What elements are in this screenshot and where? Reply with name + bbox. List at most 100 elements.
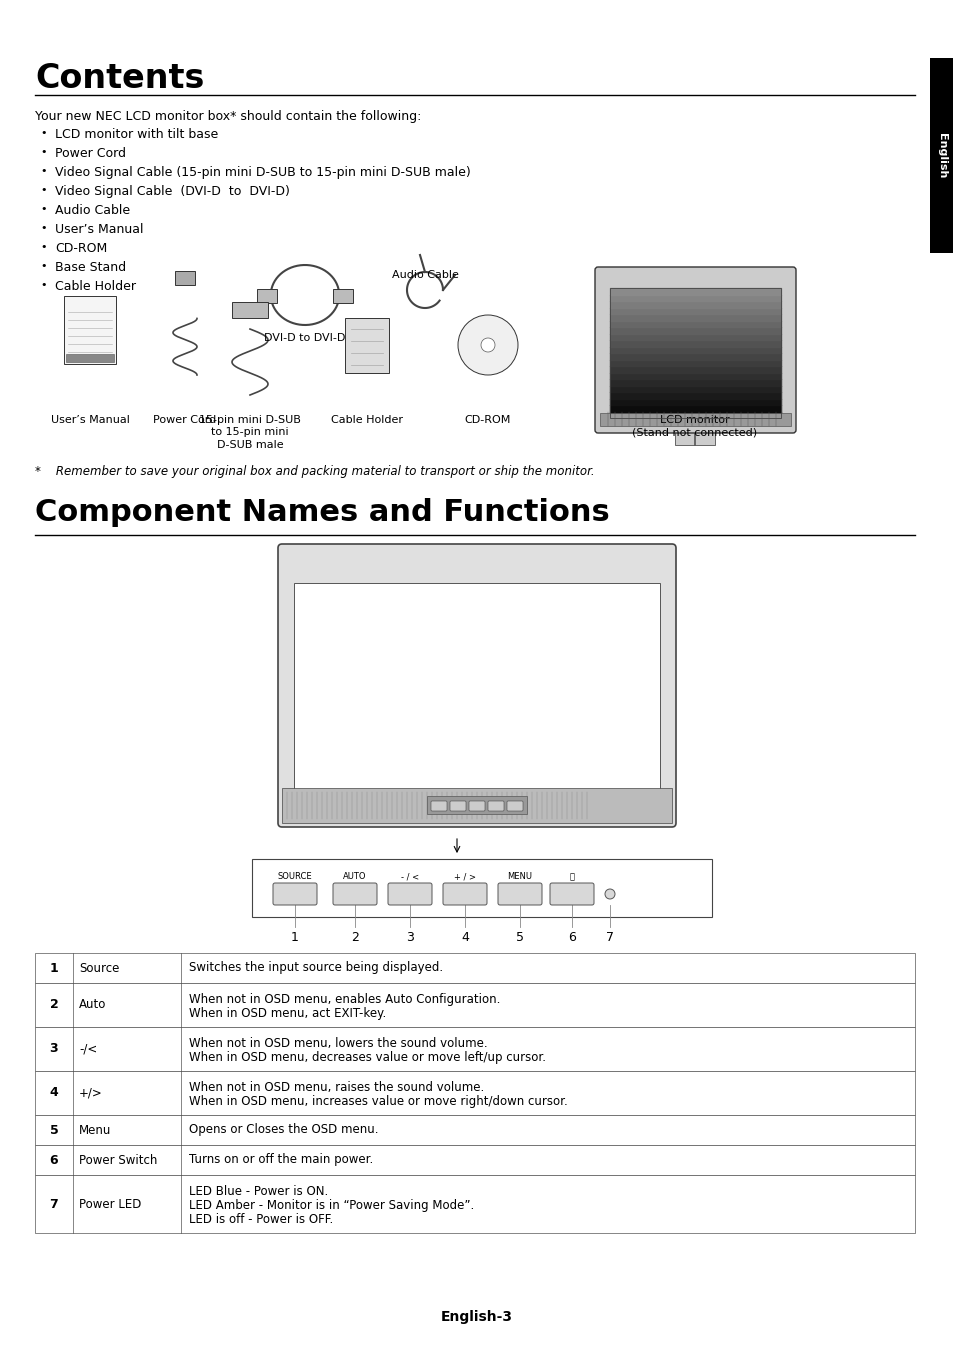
Bar xyxy=(427,796,526,815)
Text: Contents: Contents xyxy=(35,62,204,95)
Text: LED Amber - Monitor is in “Power Saving Mode”.: LED Amber - Monitor is in “Power Saving … xyxy=(189,1198,474,1212)
FancyBboxPatch shape xyxy=(488,801,503,811)
Text: When not in OSD menu, enables Auto Configuration.: When not in OSD menu, enables Auto Confi… xyxy=(189,993,500,1006)
Text: •: • xyxy=(40,204,47,213)
Text: +/>: +/> xyxy=(79,1086,103,1100)
Text: LCD monitor with tilt base: LCD monitor with tilt base xyxy=(55,128,218,141)
Text: CD-ROM: CD-ROM xyxy=(464,415,511,426)
Text: English-3: English-3 xyxy=(440,1310,513,1324)
Text: Audio Cable: Audio Cable xyxy=(391,270,458,280)
FancyBboxPatch shape xyxy=(442,884,486,905)
Text: 15-pin mini D-SUB
to 15-pin mini
D-SUB male: 15-pin mini D-SUB to 15-pin mini D-SUB m… xyxy=(199,415,300,450)
Text: •: • xyxy=(40,147,47,157)
Text: Component Names and Functions: Component Names and Functions xyxy=(35,499,609,527)
Text: 5: 5 xyxy=(50,1124,58,1136)
Text: User’s Manual: User’s Manual xyxy=(51,415,130,426)
Text: 2: 2 xyxy=(351,931,358,944)
Text: 4: 4 xyxy=(50,1086,58,1100)
Bar xyxy=(252,859,711,917)
Text: DVI-D to DVI-D: DVI-D to DVI-D xyxy=(264,332,345,343)
Bar xyxy=(599,413,790,426)
Text: Power LED: Power LED xyxy=(79,1197,141,1210)
Bar xyxy=(35,1115,914,1146)
Bar xyxy=(35,1146,914,1175)
FancyBboxPatch shape xyxy=(469,801,484,811)
Text: + / >: + / > xyxy=(454,871,476,881)
Text: Menu: Menu xyxy=(79,1124,112,1136)
Text: Cable Holder: Cable Holder xyxy=(331,415,402,426)
Text: SOURCE: SOURCE xyxy=(277,871,312,881)
FancyBboxPatch shape xyxy=(450,801,465,811)
Text: 6: 6 xyxy=(50,1154,58,1166)
Text: Power Cord: Power Cord xyxy=(153,415,216,426)
Text: When in OSD menu, decreases value or move left/up cursor.: When in OSD menu, decreases value or mov… xyxy=(189,1051,545,1065)
Text: •: • xyxy=(40,166,47,176)
Bar xyxy=(35,1175,914,1233)
Bar xyxy=(66,354,113,362)
FancyBboxPatch shape xyxy=(431,801,447,811)
Text: When not in OSD menu, raises the sound volume.: When not in OSD menu, raises the sound v… xyxy=(189,1081,484,1094)
Text: 7: 7 xyxy=(605,931,614,944)
Bar xyxy=(64,296,116,363)
Text: AUTO: AUTO xyxy=(343,871,366,881)
Bar xyxy=(35,1071,914,1115)
Bar xyxy=(232,303,268,317)
Text: 5: 5 xyxy=(516,931,523,944)
Text: When in OSD menu, act EXIT-key.: When in OSD menu, act EXIT-key. xyxy=(189,1006,386,1020)
Text: -/<: -/< xyxy=(79,1043,97,1055)
Bar xyxy=(256,289,276,303)
Text: 4: 4 xyxy=(460,931,469,944)
FancyBboxPatch shape xyxy=(550,884,594,905)
Circle shape xyxy=(604,889,615,898)
Bar xyxy=(929,58,953,253)
Bar xyxy=(675,430,714,444)
Text: 3: 3 xyxy=(50,1043,58,1055)
Bar xyxy=(294,584,659,811)
Text: Switches the input source being displayed.: Switches the input source being displaye… xyxy=(189,962,442,974)
Text: Video Signal Cable  (DVI-D  to  DVI-D): Video Signal Cable (DVI-D to DVI-D) xyxy=(55,185,290,199)
Text: 1: 1 xyxy=(50,962,58,974)
Text: Cable Holder: Cable Holder xyxy=(55,280,136,293)
Text: Auto: Auto xyxy=(79,998,107,1012)
Text: Base Stand: Base Stand xyxy=(55,261,126,274)
Text: •: • xyxy=(40,280,47,290)
Text: •: • xyxy=(40,261,47,272)
Text: CD-ROM: CD-ROM xyxy=(55,242,107,255)
Text: LCD monitor
(Stand not connected): LCD monitor (Stand not connected) xyxy=(632,415,757,438)
Bar xyxy=(282,788,671,823)
Text: Your new NEC LCD monitor box* should contain the following:: Your new NEC LCD monitor box* should con… xyxy=(35,109,421,123)
Text: •: • xyxy=(40,223,47,232)
Text: 3: 3 xyxy=(406,931,414,944)
Text: When in OSD menu, increases value or move right/down cursor.: When in OSD menu, increases value or mov… xyxy=(189,1096,567,1108)
Bar xyxy=(35,952,914,984)
Text: Video Signal Cable (15-pin mini D-SUB to 15-pin mini D-SUB male): Video Signal Cable (15-pin mini D-SUB to… xyxy=(55,166,470,178)
FancyBboxPatch shape xyxy=(497,884,541,905)
Text: •: • xyxy=(40,128,47,138)
FancyBboxPatch shape xyxy=(273,884,316,905)
Bar xyxy=(609,288,781,417)
Text: Power Switch: Power Switch xyxy=(79,1154,157,1166)
Text: English: English xyxy=(936,132,946,178)
Circle shape xyxy=(480,338,495,353)
Text: - / <: - / < xyxy=(400,871,418,881)
Text: •: • xyxy=(40,242,47,253)
Text: LED is off - Power is OFF.: LED is off - Power is OFF. xyxy=(189,1213,333,1225)
Bar xyxy=(35,984,914,1027)
Text: MENU: MENU xyxy=(507,871,532,881)
Bar xyxy=(345,317,389,373)
Text: Power Cord: Power Cord xyxy=(55,147,126,159)
Text: •: • xyxy=(40,185,47,195)
Text: Opens or Closes the OSD menu.: Opens or Closes the OSD menu. xyxy=(189,1124,378,1136)
FancyBboxPatch shape xyxy=(595,267,795,434)
Text: 7: 7 xyxy=(50,1197,58,1210)
Text: When not in OSD menu, lowers the sound volume.: When not in OSD menu, lowers the sound v… xyxy=(189,1038,487,1050)
Text: 1: 1 xyxy=(291,931,298,944)
Text: 6: 6 xyxy=(567,931,576,944)
Text: User’s Manual: User’s Manual xyxy=(55,223,143,236)
FancyBboxPatch shape xyxy=(333,884,376,905)
Bar xyxy=(35,1027,914,1071)
Text: Source: Source xyxy=(79,962,119,974)
Text: ⏻: ⏻ xyxy=(569,871,574,881)
Circle shape xyxy=(457,315,517,376)
Bar xyxy=(333,289,353,303)
